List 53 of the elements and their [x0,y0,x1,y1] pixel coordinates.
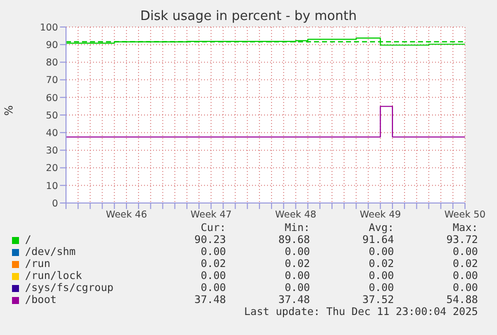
legend-label: /boot [25,294,57,306]
y-tick-label: 20 [46,163,58,174]
y-tick-label: 0 [52,198,58,210]
text: Cur: [200,222,226,234]
text: 0.00 [452,282,478,294]
y-tick-label: 80 [46,58,58,69]
text: Min: [284,222,310,234]
text: 0.02 [452,258,478,270]
text: 0.00 [284,282,310,294]
y-tick-label: 40 [46,128,58,139]
y-tick-label: 90 [46,40,58,51]
text: 0.00 [368,282,394,294]
legend-label: /run [25,258,50,270]
y-tick-label: 70 [46,75,58,86]
x-tick-label: Week 48 [275,210,316,221]
text: 54.88 [445,294,478,306]
y-tick-label: 60 [46,92,58,104]
y-tick-label: 100 [40,22,58,34]
text: 0.00 [452,246,478,258]
y-axis-title: % [2,105,16,116]
text: 0.02 [200,258,226,270]
legend-label: /sys/fs/cgroup [25,282,114,294]
text: 37.52 [361,294,394,306]
x-tick-label: Week 47 [190,210,232,221]
text: 37.48 [277,294,310,306]
y-tick-label: 30 [46,146,58,157]
text: Avg: [368,222,394,234]
x-tick-label: Week 50 [444,210,486,221]
text: 0.00 [368,270,394,282]
text: 91.64 [361,234,394,246]
x-tick-label: Week 46 [106,210,148,221]
y-tick-label: 50 [46,110,58,122]
legend-label: /dev/shm [25,246,76,258]
y-tick-label: 10 [46,180,58,192]
text: 89.68 [277,234,310,246]
text: 37.48 [193,294,226,306]
text: Last update: Thu Dec 11 23:00:04 2025 [243,306,478,318]
text: 0.00 [452,270,478,282]
text: 0.00 [284,270,310,282]
legend-label: /run/lock [25,270,82,282]
chart-title: Disk usage in percent - by month [139,9,358,24]
text: 0.02 [284,258,310,270]
text: 93.72 [445,234,478,246]
text: 0.00 [200,270,226,282]
legend-label: / [25,234,32,246]
text: 0.02 [368,258,394,270]
text: 90.23 [193,234,226,246]
text: 0.00 [284,246,310,258]
x-tick-label: Week 49 [360,210,401,221]
text: 0.00 [368,246,394,258]
text: 0.00 [200,282,226,294]
text: 0.00 [200,246,226,258]
text: Max: [452,222,478,234]
